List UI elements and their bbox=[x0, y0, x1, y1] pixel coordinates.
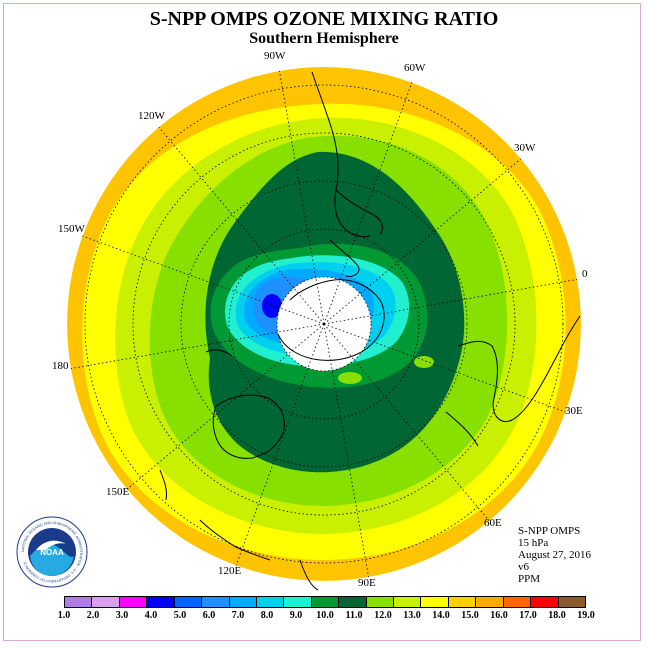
colorbar-segment bbox=[202, 597, 230, 607]
meridian-line bbox=[158, 126, 325, 325]
colorbar-tick-label: 7.0 bbox=[231, 610, 245, 621]
map-title: S-NPP OMPS OZONE MIXING RATIO bbox=[149, 8, 499, 30]
lon-label-60E: 60E bbox=[484, 517, 502, 529]
meridian-line bbox=[323, 158, 522, 325]
colorbar-tick-label: 18.0 bbox=[548, 610, 566, 621]
colorbar-tick-label: 15.0 bbox=[461, 610, 479, 621]
colorbar-segment bbox=[558, 597, 586, 607]
colorbar-tick-label: 6.0 bbox=[202, 610, 216, 621]
meridian-line bbox=[323, 323, 490, 522]
meridian-line bbox=[235, 323, 325, 566]
colorbar-segment bbox=[448, 597, 477, 607]
colorbar-segment bbox=[65, 597, 93, 607]
colorbar-tick-label: 11.0 bbox=[345, 610, 363, 621]
colorbar-segment bbox=[284, 597, 312, 607]
colorbar-tick-label: 1.0 bbox=[57, 610, 71, 621]
colorbar-segment bbox=[147, 597, 175, 607]
colorbar-tick-label: 5.0 bbox=[173, 610, 187, 621]
lon-label-120W: 120W bbox=[138, 110, 165, 122]
meridian-line bbox=[323, 278, 578, 325]
colorbar-tick-label: 17.0 bbox=[519, 610, 537, 621]
colorbar-tick-label: 8.0 bbox=[260, 610, 274, 621]
meridian-line bbox=[70, 323, 325, 370]
lon-label-150E: 150E bbox=[106, 486, 130, 498]
colorbar-segment bbox=[174, 597, 203, 607]
colorbar-ticks: 1.0 2.0 3.0 4.0 5.0 6.0 7.0 8.0 9.0 10.0 11.0 12.0 1… bbox=[58, 608, 595, 622]
meridian-line bbox=[82, 235, 325, 325]
colorbar-tick-label: 2.0 bbox=[86, 610, 100, 621]
colorbar-tick-label: 10.0 bbox=[316, 610, 334, 621]
colorbar-segment bbox=[394, 597, 422, 607]
meridian-line bbox=[278, 70, 325, 325]
info-instrument: S-NPP OMPS bbox=[518, 525, 581, 537]
noaa-logo-text: NOAA bbox=[40, 548, 64, 557]
colorbar-segment bbox=[531, 597, 559, 607]
colorbar-segment bbox=[476, 597, 504, 607]
colorbar-segment bbox=[92, 597, 120, 607]
figure-frame bbox=[3, 3, 641, 641]
colorbar-segment bbox=[421, 597, 449, 607]
colorbar-tick-label: 3.0 bbox=[115, 610, 129, 621]
colorbar-segment bbox=[366, 597, 395, 607]
colorbar-segment bbox=[229, 597, 257, 607]
medium-green-patch-b bbox=[414, 356, 434, 368]
colorbar-tick-label: 16.0 bbox=[490, 610, 508, 621]
grid-meridians bbox=[70, 70, 578, 578]
colorbar-segment bbox=[119, 597, 148, 607]
colorbar-tick-label: 9.0 bbox=[289, 610, 303, 621]
colorbar-tick-label: 13.0 bbox=[403, 610, 421, 621]
map-subtitle: Southern Hemisphere bbox=[249, 30, 399, 47]
lon-label-30W: 30W bbox=[514, 142, 536, 154]
medium-green-patch-a bbox=[338, 372, 362, 384]
colorbar-segment bbox=[256, 597, 285, 607]
lon-label-0: 0 bbox=[582, 268, 588, 280]
lon-label-90E: 90E bbox=[358, 577, 376, 589]
lon-label-180: 180 bbox=[52, 360, 69, 372]
map-info-block: S-NPP OMPS 15 hPa August 27, 2016 v6 PPM bbox=[518, 525, 591, 585]
lon-label-90W: 90W bbox=[264, 50, 286, 62]
colorbar-segment bbox=[311, 597, 340, 607]
lon-label-60W: 60W bbox=[404, 62, 426, 74]
colorbar-tick-label: 4.0 bbox=[144, 610, 158, 621]
meridian-line bbox=[323, 323, 566, 413]
colorbar-tick-label: 12.0 bbox=[374, 610, 392, 621]
coastlines bbox=[159, 71, 581, 591]
meridian-line bbox=[323, 323, 370, 578]
lon-label-150W: 150W bbox=[58, 223, 85, 235]
colorbar-segment bbox=[503, 597, 532, 607]
info-units: PPM bbox=[518, 573, 541, 585]
info-date: August 27, 2016 bbox=[518, 549, 592, 561]
grid-circles bbox=[84, 84, 564, 564]
meridian-line bbox=[126, 323, 325, 490]
meridian-line bbox=[323, 82, 413, 325]
ozone-band-deep-blue bbox=[262, 294, 282, 318]
colorbar-tick-label: 14.0 bbox=[432, 610, 450, 621]
colorbar bbox=[64, 596, 586, 608]
info-version: v6 bbox=[518, 561, 529, 573]
noaa-logo: NOAA NATIONAL OCEANIC AND ATMOSPHERIC AD… bbox=[16, 516, 88, 588]
colorbar-tick-label: 19.0 bbox=[577, 610, 595, 621]
colorbar-segment bbox=[339, 597, 367, 607]
lon-label-30E: 30E bbox=[565, 405, 583, 417]
info-level: 15 hPa bbox=[518, 537, 549, 549]
lon-label-120E: 120E bbox=[218, 565, 242, 577]
